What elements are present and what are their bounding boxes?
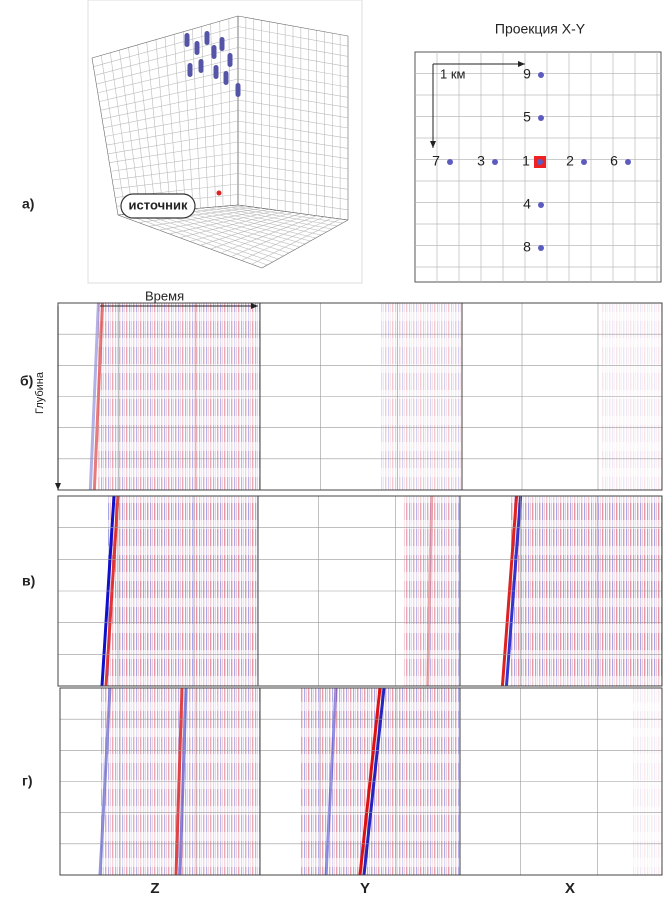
station-label: 5 — [523, 109, 531, 125]
panel-frame — [459, 687, 663, 876]
row-label: б) — [20, 373, 33, 389]
row-label: в) — [22, 573, 35, 589]
station-label: 3 — [477, 153, 485, 169]
receiver — [223, 71, 229, 85]
panel-frame — [461, 302, 663, 491]
cube-grid-line — [237, 15, 349, 37]
receiver — [227, 53, 233, 67]
cube-grid-line — [100, 78, 239, 111]
station — [581, 159, 587, 165]
scale-label: 1 км — [440, 66, 466, 81]
station-label: 6 — [610, 153, 618, 169]
receiver — [235, 83, 241, 97]
cube-grid-line — [237, 162, 349, 180]
cube-grid-line — [210, 214, 309, 250]
cube-grid-line — [200, 213, 301, 246]
projection-title: Проекция X-Y — [495, 21, 586, 37]
station-label: 1 — [522, 153, 530, 169]
row-label: г) — [22, 773, 33, 789]
station — [625, 159, 631, 165]
cube-grid-line — [237, 131, 349, 149]
column-label: Z — [150, 880, 159, 897]
station-label: 8 — [523, 239, 531, 255]
projection-frame — [414, 51, 662, 283]
receiver — [184, 33, 190, 47]
panel-frame — [459, 495, 663, 687]
cube-grid-line — [138, 206, 254, 223]
station-label: 9 — [523, 66, 531, 82]
station — [492, 159, 498, 165]
station — [537, 159, 543, 165]
cube-grid-line — [220, 215, 317, 254]
receiver — [194, 41, 200, 55]
cube-grid-line — [189, 212, 294, 242]
seismic-panels — [57, 302, 663, 876]
cube-grid-line — [113, 173, 239, 190]
cube-grid-line — [106, 120, 239, 146]
cube-grid-line — [237, 36, 349, 57]
cube-grid-line — [91, 15, 239, 59]
station-label: 2 — [566, 153, 574, 169]
cube-grid-line — [94, 36, 239, 76]
cube-grid-line — [237, 99, 349, 119]
cube-grid-line — [237, 173, 349, 190]
station-label: 4 — [523, 196, 531, 212]
cube-grid-line — [110, 152, 239, 172]
cube-grid-line — [261, 219, 349, 269]
receiver — [213, 65, 219, 79]
cube-grid-line — [237, 89, 349, 108]
station — [538, 245, 544, 251]
cube-grid-line — [97, 57, 239, 94]
cube-grid-line — [251, 218, 341, 265]
receiver — [204, 31, 210, 45]
cube-grid-line — [112, 162, 239, 181]
depth-label: Глубина — [34, 371, 46, 414]
cube-grid-line — [93, 26, 239, 68]
station — [447, 159, 453, 165]
cube-grid-line — [237, 68, 349, 88]
station — [538, 202, 544, 208]
source-point — [216, 190, 222, 196]
cube-grid-line — [104, 110, 239, 137]
cube-grid-line — [169, 210, 278, 235]
cube-grid-line — [109, 141, 239, 163]
receiver — [211, 45, 217, 59]
cube-grid-line — [237, 194, 349, 211]
cube-3d — [87, 0, 363, 284]
cube-grid-line — [237, 78, 349, 98]
time-label: Время — [145, 288, 184, 303]
column-label: Y — [360, 880, 370, 897]
cube-grid-line — [107, 131, 239, 155]
column-label: X — [565, 880, 575, 897]
station — [538, 115, 544, 121]
cube-grid-line — [179, 211, 286, 239]
cube-grid-line — [237, 141, 349, 159]
cube-grid-line — [237, 183, 349, 200]
cube-grid-line — [159, 208, 270, 231]
receiver — [198, 59, 204, 73]
receiver — [219, 37, 225, 51]
row-label: а) — [22, 196, 34, 212]
cube-grid-line — [102, 89, 239, 120]
cube-frame — [87, 0, 363, 284]
cube-grid-line — [237, 110, 349, 129]
cube-grid-line — [231, 216, 325, 257]
cube-grid-line — [241, 217, 333, 261]
cube-grid-line — [237, 47, 349, 67]
cube-grid-line — [237, 120, 349, 139]
cube-grid-line — [148, 207, 262, 227]
cube-grid-line — [237, 26, 349, 47]
cube-grid-line — [103, 99, 239, 129]
cube-grid-line — [237, 152, 349, 170]
source-label: источник — [129, 197, 188, 212]
station — [538, 72, 544, 78]
source-box — [120, 193, 196, 219]
station-label: 7 — [432, 153, 440, 169]
projection-grid — [414, 51, 662, 283]
cube-grid-line — [237, 57, 349, 78]
receiver — [187, 63, 193, 77]
